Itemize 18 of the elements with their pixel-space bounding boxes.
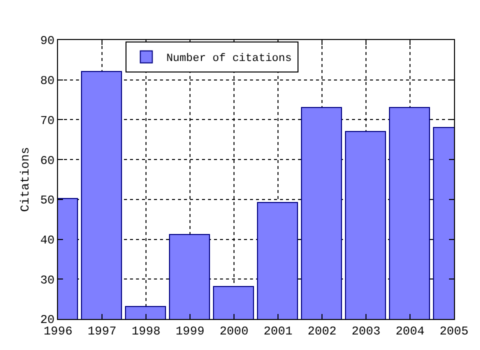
x-tick-label: 2004: [396, 324, 424, 338]
x-tick-label: 2000: [220, 324, 248, 338]
x-tick-label: 2003: [352, 324, 380, 338]
y-tick-label: 80: [40, 74, 55, 88]
x-tick-label: 2001: [264, 324, 292, 338]
legend-label: Number of citations: [166, 53, 292, 66]
y-axis-title: Citations: [18, 147, 32, 212]
x-tick-label: 1998: [132, 324, 160, 338]
x-tick-label: 2002: [308, 324, 336, 338]
x-tick-label: 1999: [176, 324, 204, 338]
y-tick-label: 50: [40, 194, 55, 208]
x-tick-label: 1997: [88, 324, 116, 338]
y-tick-label: 60: [40, 154, 55, 168]
y-tick-label: 30: [40, 273, 55, 288]
y-tick-label: 40: [40, 233, 55, 248]
y-tick-label: 90: [40, 34, 55, 48]
y-tick-label: 70: [40, 114, 55, 128]
x-tick-label: 2005: [440, 324, 468, 338]
